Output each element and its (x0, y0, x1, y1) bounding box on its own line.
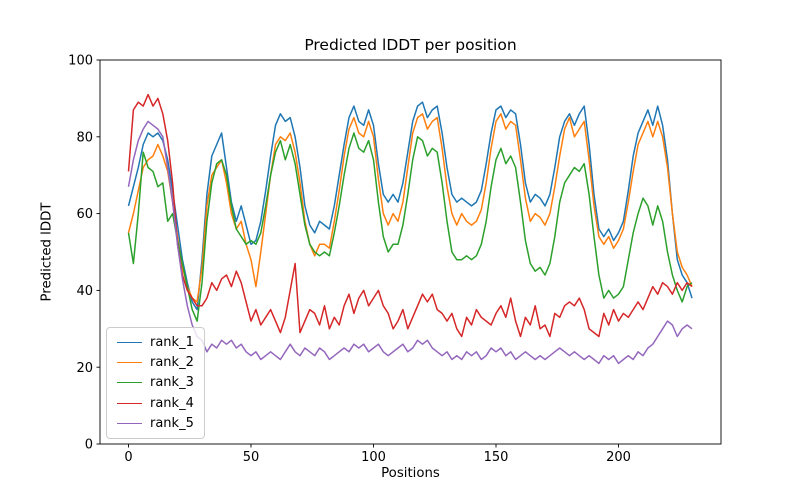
x-tick-label: 200 (606, 450, 631, 465)
x-axis-label: Positions (381, 466, 440, 481)
legend-label: rank_5 (150, 416, 194, 432)
line-rank_1 (127, 101, 693, 311)
line-rank_2 (127, 113, 693, 303)
legend-label: rank_1 (150, 334, 194, 350)
legend-item: rank_1 (117, 333, 204, 351)
legend-line-swatch (117, 382, 142, 384)
y-tick-label: 20 (76, 361, 93, 376)
chart-title: Predicted lDDT per position (304, 36, 517, 54)
x-tick-label: 100 (361, 450, 386, 465)
legend-label: rank_2 (150, 355, 194, 371)
legend-item: rank_3 (117, 374, 204, 392)
legend-line-swatch (117, 402, 142, 404)
legend-item: rank_2 (117, 354, 204, 372)
y-tick-label: 0 (85, 438, 93, 453)
legend-line-swatch (117, 423, 142, 425)
legend: rank_1 rank_2 rank_3 rank_4 rank_5 (106, 327, 205, 439)
legend-line-swatch (117, 341, 142, 343)
y-tick-label: 40 (76, 284, 93, 299)
legend-item: rank_5 (117, 415, 204, 433)
legend-line-swatch (117, 362, 142, 364)
line-rank_5 (127, 120, 693, 365)
y-tick-label: 80 (76, 130, 93, 145)
axes-frame (99, 59, 722, 445)
legend-label: rank_4 (150, 395, 194, 411)
legend-label: rank_3 (150, 375, 194, 391)
x-tick-label: 0 (124, 450, 132, 465)
y-tick-label: 60 (76, 207, 93, 222)
y-tick-label: 100 (68, 54, 93, 69)
x-tick-label: 150 (484, 450, 509, 465)
line-rank_4 (127, 93, 693, 338)
y-axis-label: Predicted lDDT (39, 202, 55, 302)
line-rank_3 (127, 132, 693, 322)
x-tick-label: 50 (243, 450, 260, 465)
legend-item: rank_4 (117, 394, 204, 412)
